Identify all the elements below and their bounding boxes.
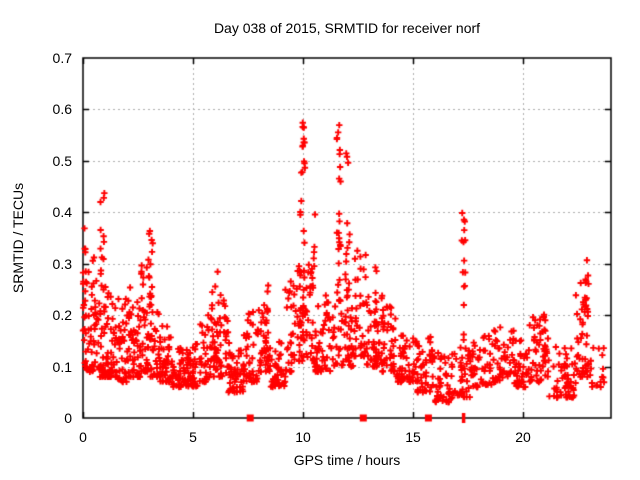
y-tick-label: 0.1 — [52, 358, 72, 375]
x-tick-label: 20 — [515, 429, 531, 445]
y-tick-label: 0.5 — [52, 152, 72, 169]
x-tick-label: 15 — [405, 429, 421, 445]
x-tick-label: 10 — [295, 429, 311, 445]
chart-title: Day 038 of 2015, SRMTID for receiver nor… — [213, 20, 481, 36]
y-tick-label: 0.7 — [52, 50, 72, 66]
y-tick-label: 0 — [64, 410, 72, 426]
y-tick-label: 0.4 — [52, 204, 72, 221]
x-tick-label: 5 — [189, 429, 197, 445]
x-tick-label: 0 — [79, 429, 87, 445]
y-tick-label: 0.6 — [52, 101, 72, 118]
y-axis-label: SRMTID / TECUs — [10, 182, 26, 294]
y-tick-label: 0.2 — [52, 307, 72, 324]
x-axis-label: GPS time / hours — [293, 452, 401, 468]
y-tick-label: 0.3 — [52, 255, 72, 272]
